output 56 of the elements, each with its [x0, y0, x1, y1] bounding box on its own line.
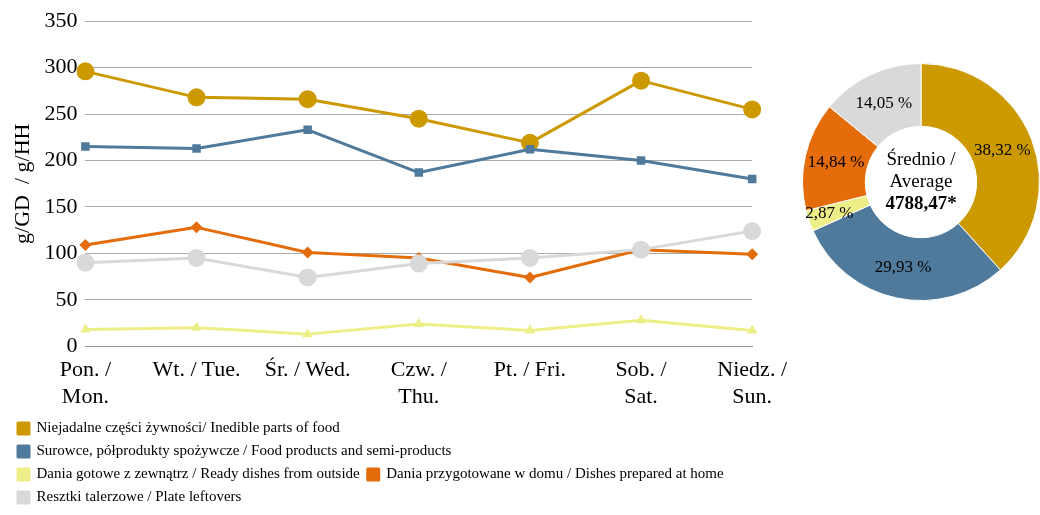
point: [409, 254, 428, 273]
point: [298, 268, 317, 287]
point: [190, 221, 203, 234]
legend-label: Dania przygotowane w domu / Dishes prepared at home: [386, 465, 724, 482]
x-tick-label: Czw. / Thu.: [390, 356, 448, 408]
x-tick-label: Niedz. / Sun.: [717, 356, 788, 408]
point: [520, 248, 539, 267]
point: [632, 71, 651, 90]
text: 4788,47*: [885, 191, 957, 213]
point: [524, 324, 536, 334]
point: [302, 328, 313, 338]
point: [636, 156, 646, 165]
point: [743, 100, 762, 119]
x-tick-label: Śr. / Wed.: [264, 356, 351, 382]
point: [79, 238, 92, 251]
point: [414, 168, 424, 177]
point: [523, 271, 536, 284]
point: [746, 324, 758, 334]
point: [413, 317, 424, 327]
point: [76, 253, 95, 272]
y-tick-label: 100: [44, 239, 78, 265]
y-tick-label: 200: [44, 146, 78, 172]
data-label: 14,84 %: [807, 152, 865, 172]
point: [746, 248, 759, 261]
legend-label: Resztki talerzowe / Plate leftovers: [36, 488, 242, 505]
x-tick-label: Pt. / Fri.: [493, 356, 566, 382]
point: [187, 248, 206, 267]
point: [525, 145, 535, 154]
point: [743, 222, 762, 241]
text: Średnio / Average: [886, 147, 957, 191]
point: [76, 62, 95, 81]
point: [301, 246, 314, 259]
y-axis-title: g/GD / g/HH: [8, 123, 34, 244]
x-tick-label: Wt. / Tue.: [152, 356, 241, 382]
data-label: 14,05 %: [855, 92, 913, 112]
point: [81, 142, 90, 151]
y-tick-label: 50: [55, 285, 78, 311]
legend-label: Surowce, półprodukty spożywcze / Food products and semi-products: [36, 442, 452, 459]
data-label: 29,93 %: [874, 256, 932, 276]
data-label: 38,32 %: [973, 140, 1031, 160]
point: [303, 125, 312, 135]
y-tick-label: 350: [44, 6, 78, 32]
y-tick-label: 300: [44, 53, 78, 79]
y-tick-label: 250: [44, 99, 78, 125]
legend-label: Dania gotowe z zewnątrz / Ready dishes from outside: [36, 465, 361, 482]
y-tick-label: 150: [44, 192, 78, 218]
legend-label: Niejadalne części żywności/ Inedible parts of food: [36, 419, 341, 436]
point: [635, 314, 647, 324]
point: [191, 321, 202, 331]
point: [192, 144, 201, 153]
point: [298, 90, 317, 109]
y-tick-label: 0: [66, 331, 78, 357]
point: [187, 88, 206, 107]
point: [409, 109, 428, 128]
x-tick-label: Pon. / Mon.: [59, 356, 112, 408]
x-tick-label: Sob. / Sat.: [615, 356, 668, 408]
